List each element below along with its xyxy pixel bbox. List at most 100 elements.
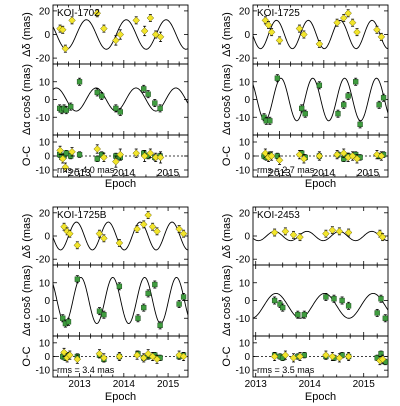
y-tick-label: 0 <box>244 232 250 243</box>
ra-plot-area <box>53 77 188 116</box>
dec-data-point <box>322 229 330 238</box>
ra-data-point <box>145 91 151 97</box>
dec-data-point <box>289 354 298 362</box>
ra-data-point <box>76 79 83 85</box>
dec-data-point <box>133 225 141 233</box>
y-tick-label: -10 <box>36 314 51 325</box>
dec-data-point <box>339 149 348 157</box>
x-axis-label: Epoch <box>305 178 336 190</box>
y-tick-label: 0 <box>44 95 50 106</box>
dec-data-point <box>275 156 284 164</box>
ra-data-point <box>135 315 141 321</box>
x-tick-label: 2014 <box>299 379 322 390</box>
y-tick-label: 10 <box>239 138 251 149</box>
dec-data-point <box>353 28 361 36</box>
dec-data-point <box>146 149 155 157</box>
dec-data-point <box>378 355 387 363</box>
y-tick-label: 10 <box>39 138 51 149</box>
ra-data-point <box>267 118 273 124</box>
dec-data-point <box>68 16 76 25</box>
dec-data-point <box>270 352 279 361</box>
dec-data-point <box>60 222 68 231</box>
ra-data-point <box>101 312 107 318</box>
y-tick-label: 0 <box>44 296 50 307</box>
ra-plot-area <box>253 74 388 129</box>
ra-data-point <box>141 304 147 311</box>
dec-data-point <box>344 352 353 361</box>
x-tick-label: 2013 <box>268 168 291 179</box>
ra-data-point <box>60 315 66 321</box>
ra-data-point <box>295 312 301 318</box>
x-axis-label: Epoch <box>105 391 136 403</box>
panel-title: KOI-2453 <box>257 210 300 221</box>
dec-data-point <box>153 355 161 363</box>
orbit-model-curve <box>53 221 188 251</box>
y-tick-label: -20 <box>36 54 51 65</box>
ra-data-point <box>99 93 105 99</box>
dec-data-point <box>61 163 70 171</box>
y-tick-label: -10 <box>236 166 251 177</box>
y-tick-label: 0 <box>244 30 250 41</box>
x-tick-label: 2015 <box>157 168 180 179</box>
ra-frame <box>52 63 189 136</box>
dec-data-point <box>139 354 148 362</box>
ra-data-point <box>152 281 158 288</box>
dec-data-point <box>66 351 74 359</box>
dec-data-point <box>112 36 120 45</box>
y-axis-label-oc: O-C <box>221 346 233 366</box>
ra-data-point <box>380 95 387 101</box>
dec-data-point <box>115 239 124 247</box>
dec-data-point <box>100 153 108 162</box>
x-tick-label: 2013 <box>68 168 91 179</box>
dec-data-point <box>95 350 104 358</box>
dec-data-point <box>333 18 341 27</box>
ra-data-point <box>63 150 69 156</box>
y-axis-label-oc: O-C <box>21 346 33 366</box>
dec-data-point <box>116 30 125 39</box>
dec-data-point <box>68 148 76 156</box>
ra-data-point <box>68 103 74 110</box>
dec-data-point <box>132 149 140 157</box>
dec-data-point <box>133 351 141 359</box>
dec-data-point <box>112 157 120 166</box>
ra-data-point <box>96 308 103 314</box>
ra-data-point <box>94 89 100 96</box>
y-tick-label: 10 <box>39 77 51 88</box>
dec-data-point <box>151 30 160 39</box>
panel-title: KOI-1725B <box>57 210 107 221</box>
y-axis-label-dec: Δδ (mas) <box>221 12 233 57</box>
dec-data-point <box>289 231 298 239</box>
y-tick-label: -10 <box>236 113 251 124</box>
ra-data-point <box>301 312 307 318</box>
y-tick-label: -20 <box>36 255 51 266</box>
ra-data-point <box>116 283 123 289</box>
x-tick-label: 2014 <box>113 168 136 179</box>
dec-data-point <box>281 227 290 236</box>
y-tick-label: 0 <box>244 352 250 363</box>
oc-plot-area <box>53 347 188 364</box>
y-tick-label: 20 <box>239 6 251 17</box>
ra-data-point <box>302 111 308 117</box>
dec-plot-area <box>53 211 188 251</box>
ra-data-point <box>117 109 123 115</box>
ra-data-point <box>152 100 158 106</box>
ra-data-point <box>335 111 341 117</box>
dec-data-point <box>344 228 353 237</box>
dec-data-point <box>333 150 341 159</box>
ra-data-point <box>157 322 163 329</box>
dec-data-point <box>295 150 304 159</box>
y-tick-label: 0 <box>44 152 50 163</box>
ra-data-point <box>376 102 382 108</box>
y-tick-label: 0 <box>44 30 50 41</box>
dec-data-point <box>322 351 330 359</box>
dec-data-point <box>335 354 344 362</box>
dec-data-point <box>179 229 188 238</box>
y-tick-label: 0 <box>244 95 250 106</box>
dec-data-point <box>144 211 152 219</box>
ra-data-point <box>176 301 182 307</box>
y-tick-label: -10 <box>36 113 51 124</box>
dec-data-point <box>60 348 68 357</box>
y-tick-label: -10 <box>236 366 251 377</box>
dec-data-point <box>140 152 149 160</box>
